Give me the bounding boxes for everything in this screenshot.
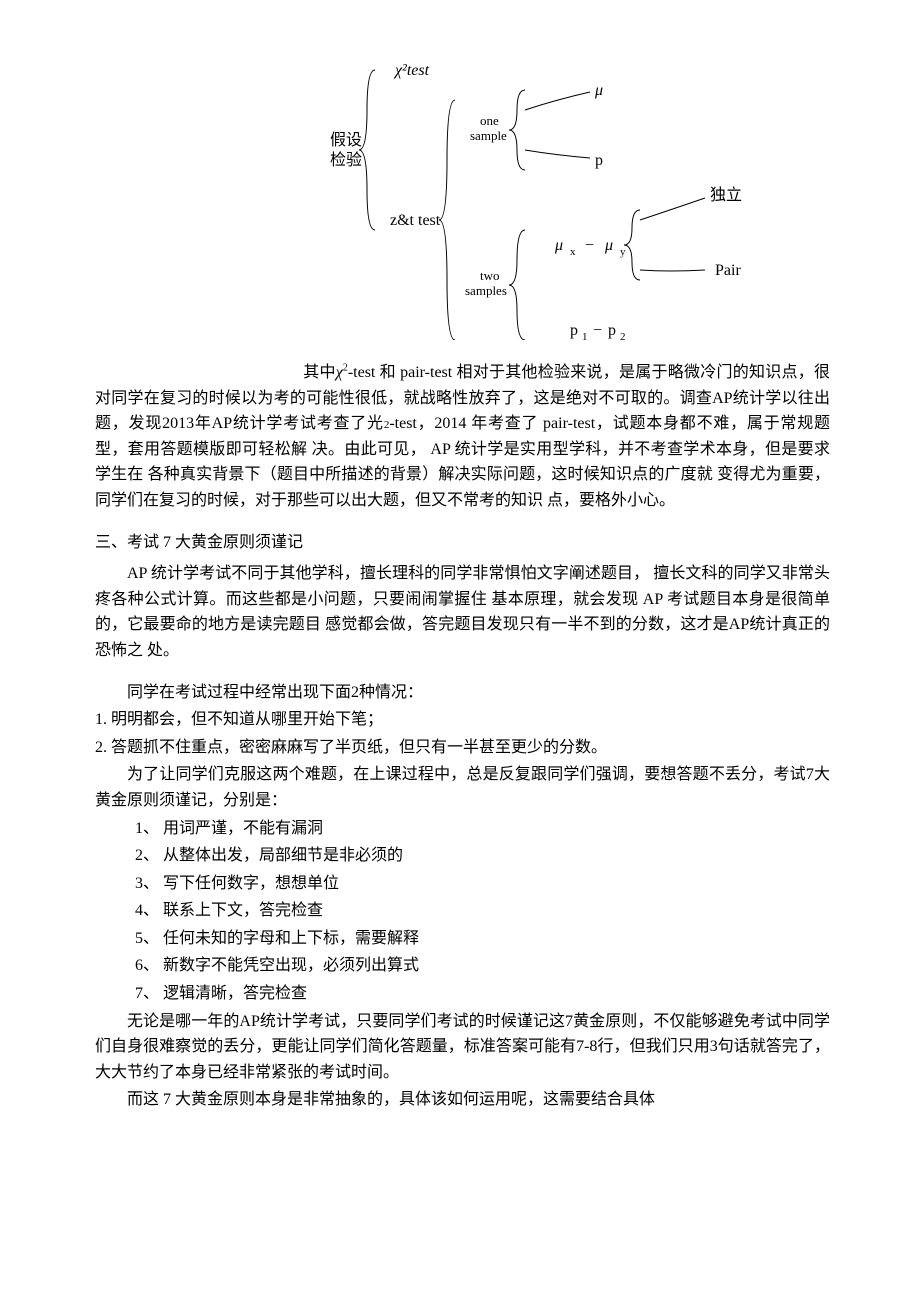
diagram-zt-test: z&t test — [390, 212, 441, 229]
diagram-mu-diff: μ x − μ y — [554, 237, 626, 258]
line-to-pair — [640, 270, 705, 271]
brace-one-sample — [509, 90, 525, 170]
line-to-mu — [525, 92, 590, 110]
diagram-root-bottom: 检验 — [330, 151, 362, 169]
rule-6: 6、 新数字不能凭空出现，必须列出算式 — [95, 953, 830, 979]
p1-chi2: 光 — [367, 415, 384, 432]
svg-text:μ: μ — [554, 237, 563, 254]
rule-3: 3、 写下任何数字，想想单位 — [95, 871, 830, 897]
paragraph-1: 其中χ2-test 和 pair-test 相对于其他检验来说，是属于略微冷门的… — [95, 360, 830, 514]
svg-text:1: 1 — [582, 331, 588, 340]
line-to-p — [525, 150, 590, 158]
rule-1: 1、 用词严谨，不能有漏洞 — [95, 816, 830, 842]
brace-two-samples — [509, 230, 525, 340]
rule-5: 5、 任何未知的字母和上下标，需要解释 — [95, 926, 830, 952]
diagram-one: one — [480, 113, 499, 128]
brace-mu-diff — [624, 210, 640, 280]
line-to-indep — [640, 198, 705, 220]
diagram-p: p — [595, 152, 603, 169]
paragraph-6: 而这 7 大黄金原则本身是非常抽象的，具体该如何运用呢，这需要结合具体 — [95, 1087, 830, 1113]
svg-text:−: − — [593, 322, 602, 339]
diagram-independent: 独立 — [710, 186, 742, 204]
hypothesis-test-diagram: 假设 检验 χ²test z&t test one sample μ p two… — [95, 40, 830, 340]
list-item-1: 1. 明明都会，但不知道从哪里开始下笔； — [95, 707, 830, 733]
rule-4: 4、 联系上下文，答完检查 — [95, 898, 830, 924]
paragraph-5: 无论是哪一年的AP统计学考试，只要同学们考试的时候谨记这7黄金原则，不仅能够避免… — [95, 1009, 830, 1086]
rule-7: 7、 逻辑清晰，答完检查 — [95, 981, 830, 1007]
svg-text:2: 2 — [620, 331, 626, 340]
svg-text:p: p — [570, 322, 578, 339]
rule-2: 2、 从整体出发，局部细节是非必须的 — [95, 843, 830, 869]
diagram-samples: samples — [465, 283, 507, 298]
svg-text:x: x — [570, 246, 576, 258]
svg-text:p: p — [608, 322, 616, 339]
paragraph-2: AP 统计学考试不同于其他学科，擅长理科的同学非常惧怕文字阐述题目， 擅长文科的… — [95, 561, 830, 663]
paragraph-3: 同学在考试过程中经常出现下面2种情况： — [95, 680, 830, 706]
brace-root — [359, 70, 375, 230]
list-item-2: 2. 答题抓不住重点，密密麻麻写了半页纸，但只有一半甚至更少的分数。 — [95, 735, 830, 761]
diagram-two: two — [480, 268, 500, 283]
paragraph-4: 为了让同学们克服这两个难题，在上课过程中，总是反复跟同学们强调，要想答题不丢分，… — [95, 762, 830, 813]
diagram-svg: 假设 检验 χ²test z&t test one sample μ p two… — [95, 40, 830, 340]
diagram-p-diff: p 1 − p 2 — [570, 322, 626, 340]
p1-chi: χ — [336, 364, 343, 381]
diagram-mu: μ — [594, 82, 603, 99]
diagram-chi-test: χ²test — [393, 62, 430, 79]
svg-text:−: − — [585, 237, 594, 254]
diagram-sample: sample — [470, 128, 507, 143]
svg-text:y: y — [620, 246, 626, 258]
diagram-root-top: 假设 — [330, 131, 362, 149]
svg-text:μ: μ — [604, 237, 613, 254]
brace-zt — [439, 100, 455, 340]
p1-lead: 其中 — [303, 364, 336, 381]
section-3-title: 三、考试 7 大黄金原则须谨记 — [95, 530, 830, 556]
diagram-pair: Pair — [715, 262, 741, 279]
